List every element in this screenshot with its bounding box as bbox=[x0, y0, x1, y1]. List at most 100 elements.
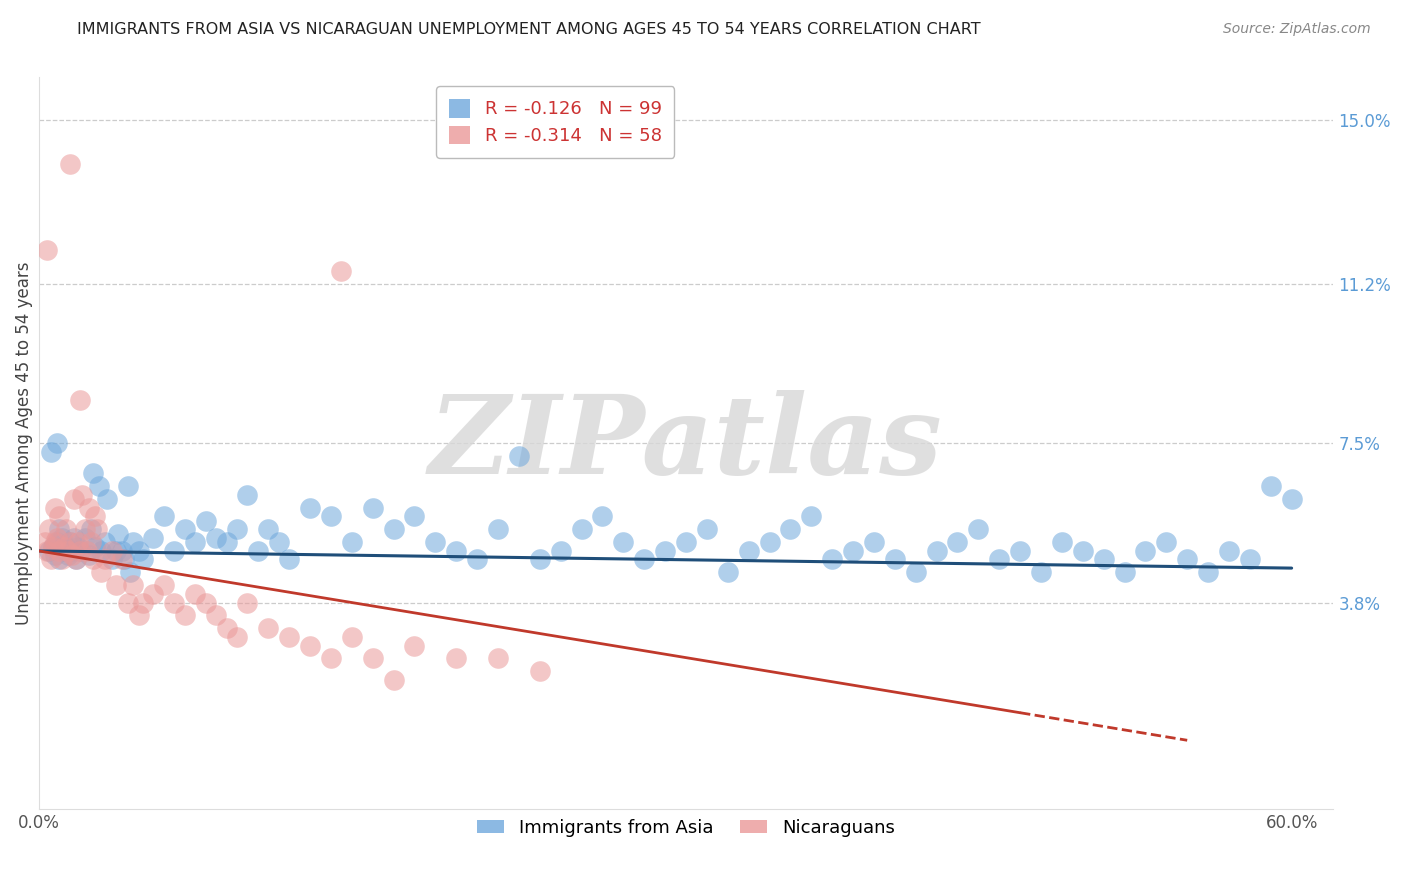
Point bbox=[96, 492, 118, 507]
Point bbox=[883, 552, 905, 566]
Point bbox=[63, 531, 86, 545]
Point bbox=[404, 509, 426, 524]
Point bbox=[236, 595, 259, 609]
Point bbox=[153, 509, 176, 524]
Point bbox=[142, 587, 165, 601]
Point bbox=[1135, 544, 1157, 558]
Point bbox=[1175, 552, 1198, 566]
Point bbox=[1092, 552, 1115, 566]
Point bbox=[737, 544, 759, 558]
Point bbox=[111, 544, 134, 558]
Point bbox=[67, 535, 90, 549]
Point bbox=[56, 548, 79, 562]
Point bbox=[508, 449, 530, 463]
Point bbox=[319, 651, 342, 665]
Point bbox=[925, 544, 948, 558]
Point bbox=[56, 544, 79, 558]
Point bbox=[48, 544, 70, 558]
Point bbox=[94, 552, 117, 566]
Point bbox=[90, 566, 112, 580]
Text: ZIPatlas: ZIPatlas bbox=[429, 390, 943, 497]
Point bbox=[117, 479, 139, 493]
Point bbox=[104, 544, 127, 558]
Point bbox=[675, 535, 697, 549]
Point bbox=[111, 552, 134, 566]
Point bbox=[236, 488, 259, 502]
Point bbox=[800, 509, 823, 524]
Point bbox=[382, 522, 405, 536]
Point bbox=[44, 500, 66, 515]
Point bbox=[1050, 535, 1073, 549]
Point bbox=[267, 535, 290, 549]
Point bbox=[39, 445, 62, 459]
Point bbox=[215, 621, 238, 635]
Point bbox=[486, 651, 509, 665]
Point bbox=[1218, 544, 1240, 558]
Point bbox=[226, 630, 249, 644]
Point bbox=[779, 522, 801, 536]
Point bbox=[205, 608, 228, 623]
Point bbox=[100, 552, 122, 566]
Point bbox=[65, 552, 87, 566]
Point bbox=[63, 492, 86, 507]
Point bbox=[486, 522, 509, 536]
Point bbox=[121, 535, 143, 549]
Point bbox=[107, 526, 129, 541]
Point bbox=[52, 544, 75, 558]
Point bbox=[87, 479, 110, 493]
Point bbox=[59, 156, 82, 170]
Point bbox=[1114, 566, 1136, 580]
Legend: Immigrants from Asia, Nicaraguans: Immigrants from Asia, Nicaraguans bbox=[470, 812, 903, 844]
Point bbox=[1281, 492, 1303, 507]
Point bbox=[42, 540, 65, 554]
Point bbox=[163, 595, 186, 609]
Point bbox=[84, 509, 107, 524]
Point bbox=[215, 535, 238, 549]
Point bbox=[1029, 566, 1052, 580]
Point bbox=[226, 522, 249, 536]
Point bbox=[550, 544, 572, 558]
Point bbox=[529, 665, 551, 679]
Point bbox=[340, 535, 363, 549]
Point bbox=[69, 544, 91, 558]
Point bbox=[194, 514, 217, 528]
Point bbox=[77, 548, 100, 562]
Point bbox=[72, 488, 94, 502]
Point bbox=[132, 595, 155, 609]
Point bbox=[529, 552, 551, 566]
Point bbox=[67, 540, 90, 554]
Point bbox=[52, 540, 75, 554]
Point bbox=[35, 243, 58, 257]
Point bbox=[90, 544, 112, 558]
Point bbox=[76, 544, 98, 558]
Point bbox=[132, 552, 155, 566]
Point bbox=[35, 544, 58, 558]
Point bbox=[173, 608, 195, 623]
Point bbox=[1071, 544, 1094, 558]
Point bbox=[73, 522, 96, 536]
Point bbox=[404, 639, 426, 653]
Point bbox=[34, 535, 56, 549]
Point bbox=[60, 544, 83, 558]
Point bbox=[444, 544, 467, 558]
Point bbox=[48, 552, 70, 566]
Point bbox=[330, 264, 353, 278]
Point bbox=[863, 535, 886, 549]
Point bbox=[38, 544, 60, 558]
Point bbox=[299, 500, 322, 515]
Point bbox=[319, 509, 342, 524]
Point bbox=[84, 540, 107, 554]
Text: IMMIGRANTS FROM ASIA VS NICARAGUAN UNEMPLOYMENT AMONG AGES 45 TO 54 YEARS CORREL: IMMIGRANTS FROM ASIA VS NICARAGUAN UNEMP… bbox=[77, 22, 981, 37]
Point bbox=[117, 595, 139, 609]
Point bbox=[80, 535, 103, 549]
Point bbox=[44, 535, 66, 549]
Point bbox=[758, 535, 780, 549]
Point bbox=[904, 566, 927, 580]
Point bbox=[121, 578, 143, 592]
Point bbox=[257, 621, 280, 635]
Point bbox=[465, 552, 488, 566]
Point bbox=[361, 651, 384, 665]
Point bbox=[82, 467, 104, 481]
Point bbox=[59, 535, 82, 549]
Point bbox=[571, 522, 593, 536]
